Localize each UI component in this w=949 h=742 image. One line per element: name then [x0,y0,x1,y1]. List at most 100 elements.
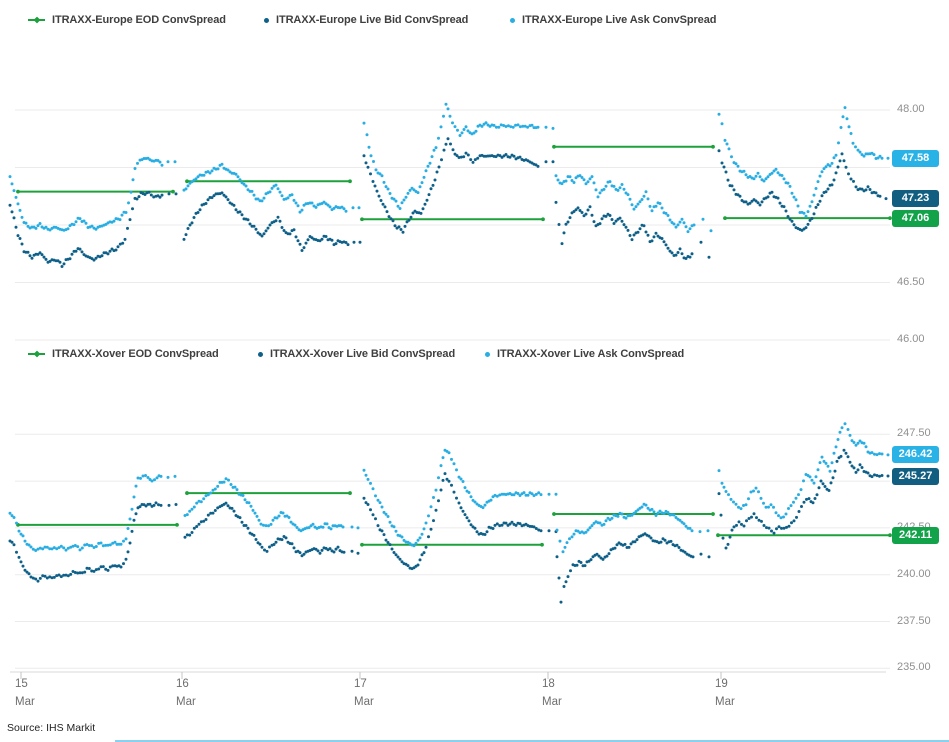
ask-dot [862,441,866,445]
ask-dot [664,211,668,215]
bid-dot [860,466,864,469]
ask-dot [124,537,128,541]
ask-dot [293,523,297,527]
bid-dot [742,524,746,528]
ask-dot [836,438,840,441]
bid-dot [817,486,821,490]
legend-item-europe-bid[interactable]: ITRAXX-Europe Live Bid ConvSpread [264,14,510,26]
bid-dot [680,252,684,256]
bid-dot [234,208,238,212]
ask-dot [16,202,20,206]
bid-dot [58,260,62,264]
ask-dot [432,148,436,152]
ask-dot [262,196,266,200]
bid-dot [722,165,726,169]
ask-dot [255,514,259,518]
bid-dot [266,226,270,230]
bid-dot [432,519,435,523]
ask-dot [453,125,457,129]
bid-dot [826,187,830,191]
ask-dot [790,191,794,195]
bid-dot [874,191,878,195]
ask-dot [565,541,569,545]
bid-dot [198,208,202,212]
bid-dot [756,201,760,205]
bid-dot [431,183,435,187]
bid-dot [605,554,609,558]
bid-dot [57,573,61,577]
bid-dot [467,519,471,523]
bid-dot [830,183,834,187]
bid-dot [254,227,258,231]
ask-dot [658,202,662,205]
bid-dot [564,222,568,226]
legend-item-europe-eod[interactable]: ITRAXX-Europe EOD ConvSpread [28,14,264,26]
legend-item-xover-bid[interactable]: ITRAXX-Xover Live Bid ConvSpread [258,348,485,360]
ask-dot [235,488,239,492]
bid-dot [450,483,453,487]
legend-item-xover-eod[interactable]: ITRAXX-Xover EOD ConvSpread [28,348,258,360]
ask-dot [134,484,138,488]
bid-dot [100,254,104,258]
ask-dot [880,452,884,456]
ask-dot [472,131,476,135]
bid-dot [304,241,308,245]
bid-dot [498,154,502,158]
bid-dot [398,557,402,561]
ask-dot [682,522,686,526]
bid-dot [808,218,812,222]
bid-dot [14,225,18,229]
ask-dot [676,223,680,227]
legend-item-xover-ask[interactable]: ITRAXX-Xover Live Ask ConvSpread [485,348,684,360]
ask-dot [656,511,660,515]
bid-dot [292,546,296,550]
bid-dot [244,524,248,527]
bid-dot [25,570,29,574]
bid-dot [818,199,822,203]
ask-dot [418,536,422,540]
legend-item-europe-ask[interactable]: ITRAXX-Europe Live Ask ConvSpread [510,14,716,26]
bid-dot [55,574,59,578]
bid-dot [12,216,16,220]
bid-dot [804,226,808,230]
ask-dot [206,493,210,497]
bid-dot [268,223,272,227]
ask-dot [402,538,406,542]
ask-dot [854,145,857,149]
ask-dot [686,230,690,234]
ask-dot [457,475,461,479]
ask-dot [340,205,344,209]
ask-dot [459,477,463,481]
ask-dot [286,196,290,200]
bid-dot [43,574,47,578]
bid-dot [204,202,208,205]
ask-dot [634,205,638,209]
ask-dot [814,187,818,190]
bid-dot [41,574,45,578]
ask-dot [141,474,145,478]
ask-dot [159,474,163,478]
ask-dot [424,521,428,525]
bid-dot [328,547,332,551]
ask-dot [729,497,733,501]
ask-dot [483,503,487,507]
eod-endpoint [348,491,352,495]
bid-dot [282,229,286,232]
bid-dot [730,528,734,532]
bid-dot [411,211,415,215]
bid-dot [790,521,793,525]
bid-dot [623,542,627,546]
ask-tail-dot [350,525,354,529]
ask-dot [776,171,780,175]
bid-dot [429,527,433,531]
ask-dot [727,493,730,497]
ask-dot [578,174,582,178]
ask-dot [570,179,574,182]
eod-line-marker-icon [28,19,45,21]
bid-dot [83,570,87,574]
bid-dot [226,198,230,202]
ask-dot [834,153,838,157]
bid-dot [476,156,480,160]
bid-dot [121,241,125,245]
bid-dot [386,541,390,544]
